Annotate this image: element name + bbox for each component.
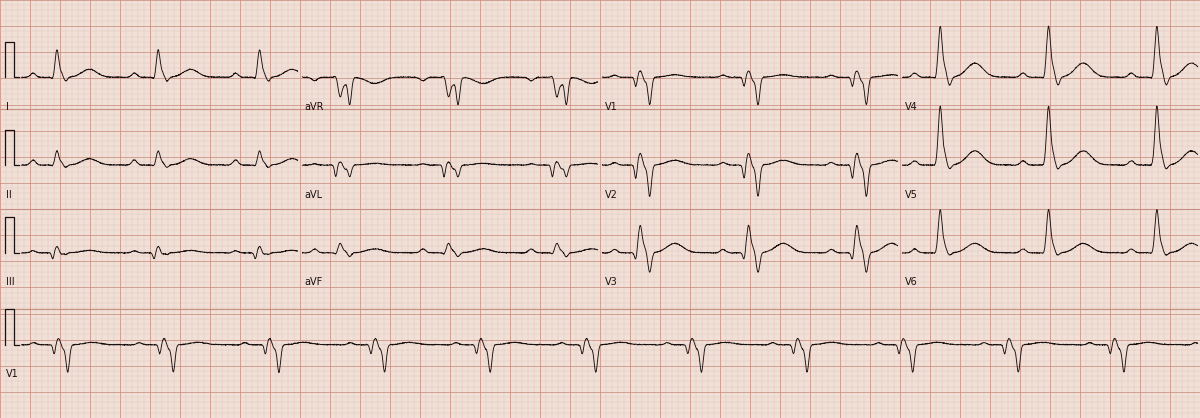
- Text: V5: V5: [905, 190, 918, 200]
- Text: V3: V3: [605, 278, 618, 288]
- Text: II: II: [6, 190, 12, 200]
- Text: V2: V2: [605, 190, 618, 200]
- Text: V4: V4: [905, 102, 918, 112]
- Text: V1: V1: [605, 102, 618, 112]
- Text: V1: V1: [6, 370, 19, 380]
- Text: aVF: aVF: [305, 278, 323, 288]
- Text: V6: V6: [905, 278, 918, 288]
- Text: aVR: aVR: [305, 102, 324, 112]
- Text: I: I: [6, 102, 8, 112]
- Text: III: III: [6, 278, 14, 288]
- Text: aVL: aVL: [305, 190, 323, 200]
